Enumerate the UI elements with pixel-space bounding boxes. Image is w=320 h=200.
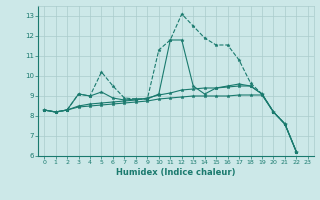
X-axis label: Humidex (Indice chaleur): Humidex (Indice chaleur) <box>116 168 236 177</box>
